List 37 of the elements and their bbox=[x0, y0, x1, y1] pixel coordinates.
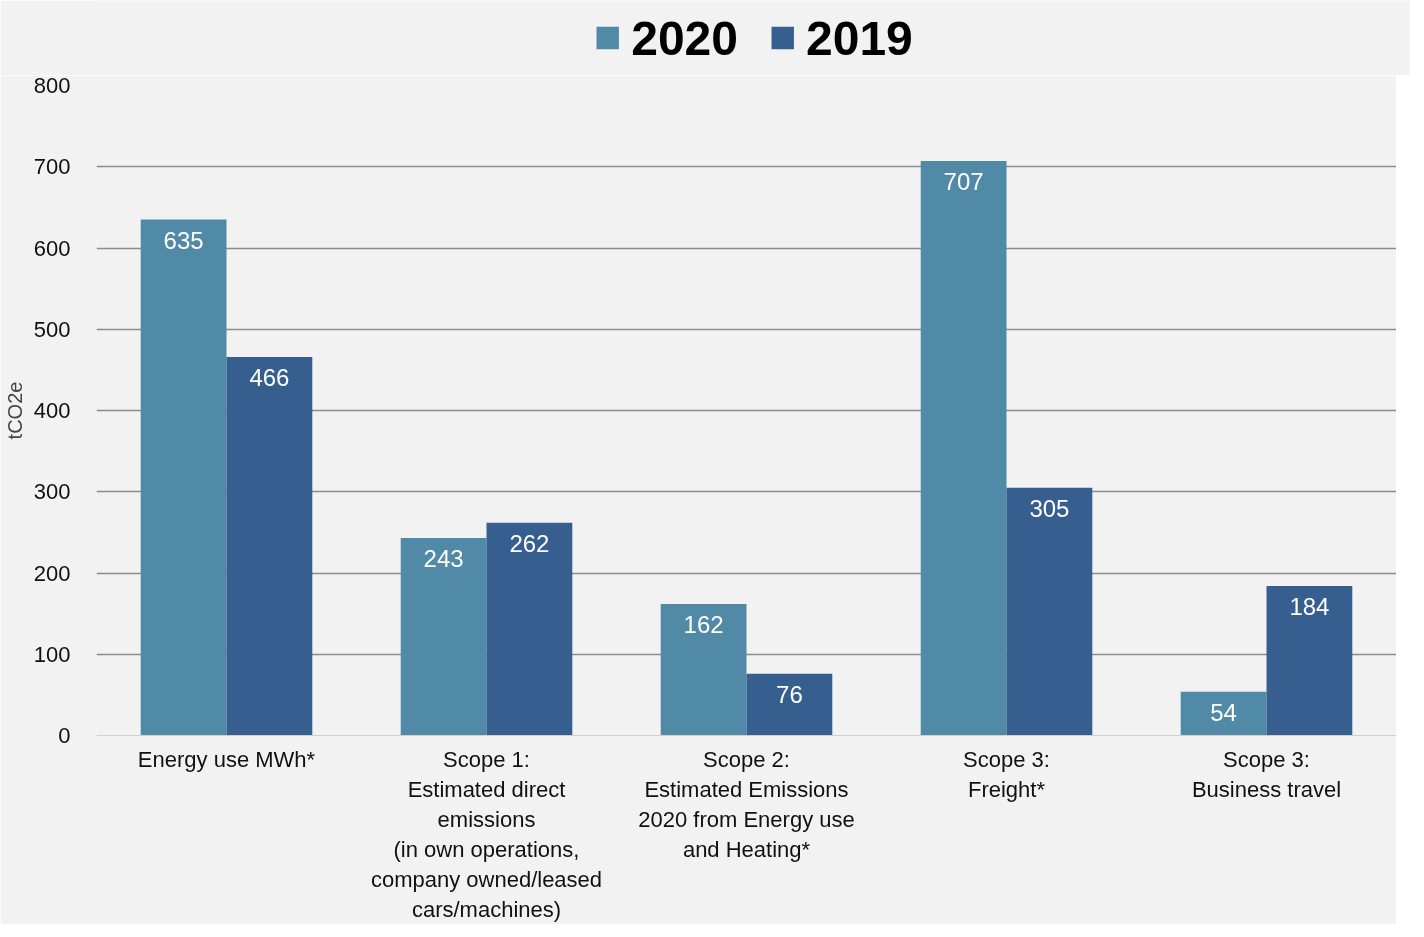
data-label: 184 bbox=[1289, 593, 1330, 620]
bar bbox=[660, 603, 747, 736]
data-label: 466 bbox=[249, 363, 290, 391]
bar bbox=[746, 673, 833, 736]
data-label: 262 bbox=[509, 529, 550, 557]
data-label: 707 bbox=[943, 168, 984, 196]
data-label: 305 bbox=[1029, 494, 1070, 522]
data-label: 162 bbox=[683, 610, 724, 638]
y-tick-label: 200 bbox=[33, 560, 71, 586]
y-tick-label: 800 bbox=[33, 73, 71, 98]
bar bbox=[1180, 691, 1267, 736]
bar bbox=[1006, 487, 1093, 736]
bar bbox=[1266, 586, 1353, 736]
y-tick-label: 700 bbox=[33, 154, 71, 180]
legend-label: 2019 bbox=[806, 10, 913, 65]
bar bbox=[226, 356, 313, 736]
y-tick-label: 400 bbox=[33, 398, 71, 423]
data-label: 54 bbox=[1210, 698, 1237, 726]
x-tick-label: Scope 2: Estimated Emissions 2020 from Energy use and Heating* bbox=[638, 746, 855, 862]
data-label: 76 bbox=[776, 680, 803, 708]
bar bbox=[486, 522, 573, 736]
y-tick-label: 100 bbox=[33, 641, 71, 667]
bar bbox=[140, 219, 227, 736]
x-tick-label: Scope 3: Freight* bbox=[963, 746, 1050, 802]
x-tick-label: Scope 3: Business travel bbox=[1191, 746, 1342, 802]
data-label: 243 bbox=[423, 545, 464, 573]
y-axis-title: tCO2e bbox=[3, 381, 26, 440]
y-tick-label: 500 bbox=[33, 316, 71, 342]
bar bbox=[920, 161, 1007, 736]
data-label: 635 bbox=[163, 226, 204, 254]
y-tick-label: 600 bbox=[33, 235, 71, 261]
bar bbox=[400, 538, 487, 736]
x-tick-label: Scope 1: Estimated direct emissions (in own operations, company owned/leased cars/machines) bbox=[370, 746, 603, 922]
y-tick-label: 300 bbox=[33, 479, 71, 505]
y-tick-label: 0 bbox=[58, 723, 71, 748]
legend-label: 2020 bbox=[631, 10, 738, 65]
x-tick-label: Energy use MWh* bbox=[137, 746, 316, 772]
